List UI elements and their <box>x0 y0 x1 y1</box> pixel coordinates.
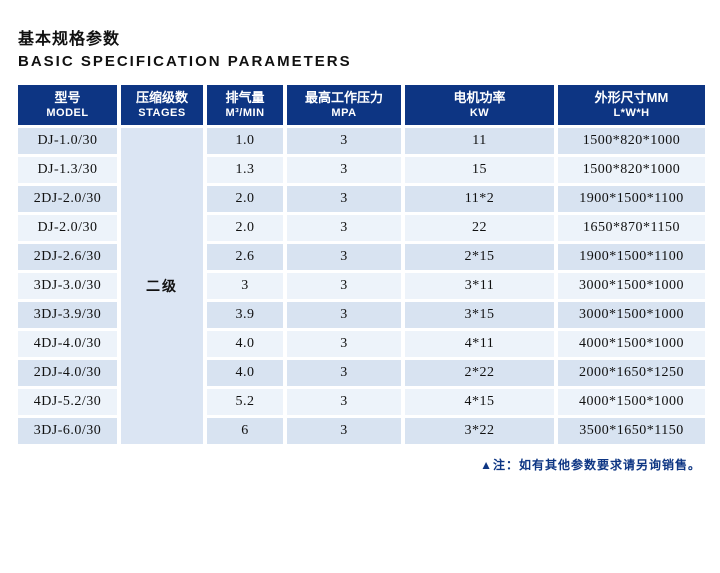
dimensions-cell: 1650*870*1150 <box>558 215 705 241</box>
table-row: 2DJ-2.0/30 2.0 3 11*2 1900*1500*1100 <box>18 186 705 212</box>
model-cell: 3DJ-3.9/30 <box>18 302 117 328</box>
table-row: 4DJ-5.2/30 5.2 3 4*15 4000*1500*1000 <box>18 389 705 415</box>
col-header-displacement: 排气量 M³/MIN <box>207 85 283 125</box>
dimensions-cell: 3000*1500*1000 <box>558 302 705 328</box>
table-row: DJ-1.0/30 二级 1.0 3 11 1500*820*1000 <box>18 128 705 444</box>
displacement-cell: 6 <box>207 418 283 444</box>
dimensions-cell: 4000*1500*1000 <box>558 331 705 357</box>
displacement-cell: 2.0 <box>207 215 283 241</box>
pressure-cell: 3 <box>287 128 401 154</box>
table-row: 3DJ-3.0/30 3 3 3*11 3000*1500*1000 <box>18 273 705 299</box>
page-title-zh: 基本规格参数 <box>18 31 121 48</box>
spec-table: 型号 MODEL 压缩级数 STAGES 排气量 M³/MIN 最高工作压力 M… <box>14 82 709 447</box>
col-header-dimensions: 外形尺寸MM L*W*H <box>558 85 705 125</box>
pressure-cell: 3 <box>287 157 401 183</box>
pressure-cell: 3 <box>287 389 401 415</box>
dimensions-cell: 3500*1650*1150 <box>558 418 705 444</box>
table-row: 4DJ-4.0/30 4.0 3 4*11 4000*1500*1000 <box>18 331 705 357</box>
pressure-cell: 3 <box>287 186 401 212</box>
pressure-cell: 3 <box>287 302 401 328</box>
model-cell: 3DJ-3.0/30 <box>18 273 117 299</box>
model-cell: DJ-1.0/30 <box>18 128 117 154</box>
displacement-cell: 1.0 <box>207 128 283 154</box>
table-row: DJ-2.0/30 2.0 3 22 1650*870*1150 <box>18 215 705 241</box>
power-cell: 22 <box>405 215 554 241</box>
col-header-stages-en: STAGES <box>138 106 186 119</box>
header-row: 型号 MODEL 压缩级数 STAGES 排气量 M³/MIN 最高工作压力 M… <box>18 85 705 125</box>
table-row: 2DJ-2.6/30 2.6 3 2*15 1900*1500*1100 <box>18 244 705 270</box>
table-row: 2DJ-4.0/30 4.0 3 2*22 2000*1650*1250 <box>18 360 705 386</box>
power-cell: 3*11 <box>405 273 554 299</box>
power-cell: 11*2 <box>405 186 554 212</box>
model-cell: 2DJ-4.0/30 <box>18 360 117 386</box>
displacement-cell: 4.0 <box>207 360 283 386</box>
col-header-model-zh: 型号 <box>54 89 81 105</box>
page-title-en: BASIC SPECIFICATION PARAMETERS <box>18 53 352 70</box>
displacement-cell: 2.0 <box>207 186 283 212</box>
displacement-cell: 3 <box>207 273 283 299</box>
col-header-dimensions-zh: 外形尺寸MM <box>594 89 669 105</box>
dimensions-cell: 4000*1500*1000 <box>558 389 705 415</box>
col-header-model: 型号 MODEL <box>18 85 117 125</box>
dimensions-cell: 1500*820*1000 <box>558 157 705 183</box>
displacement-cell: 4.0 <box>207 331 283 357</box>
pressure-cell: 3 <box>287 418 401 444</box>
col-header-stages-zh: 压缩级数 <box>135 89 188 105</box>
col-header-displacement-zh: 排气量 <box>225 89 265 105</box>
col-header-pressure: 最高工作压力 MPA <box>287 85 401 125</box>
power-cell: 3*22 <box>405 418 554 444</box>
displacement-cell: 2.6 <box>207 244 283 270</box>
col-header-stages: 压缩级数 STAGES <box>121 85 203 125</box>
col-header-pressure-zh: 最高工作压力 <box>304 89 383 105</box>
power-cell: 2*15 <box>405 244 554 270</box>
col-header-power: 电机功率 KW <box>405 85 554 125</box>
col-header-power-en: KW <box>469 106 490 119</box>
page-header: 基本规格参数 BASIC SPECIFICATION PARAMETERS <box>0 0 720 70</box>
col-header-model-en: MODEL <box>46 106 89 119</box>
power-cell: 11 <box>405 128 554 154</box>
model-cell: DJ-2.0/30 <box>18 215 117 241</box>
power-cell: 15 <box>405 157 554 183</box>
dimensions-cell: 1500*820*1000 <box>558 128 705 154</box>
pressure-cell: 3 <box>287 360 401 386</box>
pressure-cell: 3 <box>287 215 401 241</box>
displacement-cell: 1.3 <box>207 157 283 183</box>
table-row: DJ-1.3/30 1.3 3 15 1500*820*1000 <box>18 157 705 183</box>
power-cell: 4*11 <box>405 331 554 357</box>
dimensions-cell: 1900*1500*1100 <box>558 244 705 270</box>
table-row: 3DJ-3.9/30 3.9 3 3*15 3000*1500*1000 <box>18 302 705 328</box>
col-header-dimensions-en: L*W*H <box>613 106 650 119</box>
stages-merged-cell: 二级 <box>121 128 203 444</box>
model-cell: 4DJ-4.0/30 <box>18 331 117 357</box>
pressure-cell: 3 <box>287 244 401 270</box>
col-header-power-zh: 电机功率 <box>453 89 506 105</box>
power-cell: 2*22 <box>405 360 554 386</box>
power-cell: 4*15 <box>405 389 554 415</box>
col-header-displacement-en: M³/MIN <box>225 106 265 119</box>
dimensions-cell: 1900*1500*1100 <box>558 186 705 212</box>
table-row: 3DJ-6.0/30 6 3 3*22 3500*1650*1150 <box>18 418 705 444</box>
dimensions-cell: 2000*1650*1250 <box>558 360 705 386</box>
pressure-cell: 3 <box>287 273 401 299</box>
power-cell: 3*15 <box>405 302 554 328</box>
col-header-pressure-en: MPA <box>331 106 357 119</box>
footnote: ▲注：如有其他参数要求请另询销售。 <box>480 458 701 472</box>
pressure-cell: 3 <box>287 331 401 357</box>
model-cell: 3DJ-6.0/30 <box>18 418 117 444</box>
displacement-cell: 3.9 <box>207 302 283 328</box>
model-cell: 4DJ-5.2/30 <box>18 389 117 415</box>
displacement-cell: 5.2 <box>207 389 283 415</box>
model-cell: DJ-1.3/30 <box>18 157 117 183</box>
model-cell: 2DJ-2.0/30 <box>18 186 117 212</box>
dimensions-cell: 3000*1500*1000 <box>558 273 705 299</box>
model-cell: 2DJ-2.6/30 <box>18 244 117 270</box>
